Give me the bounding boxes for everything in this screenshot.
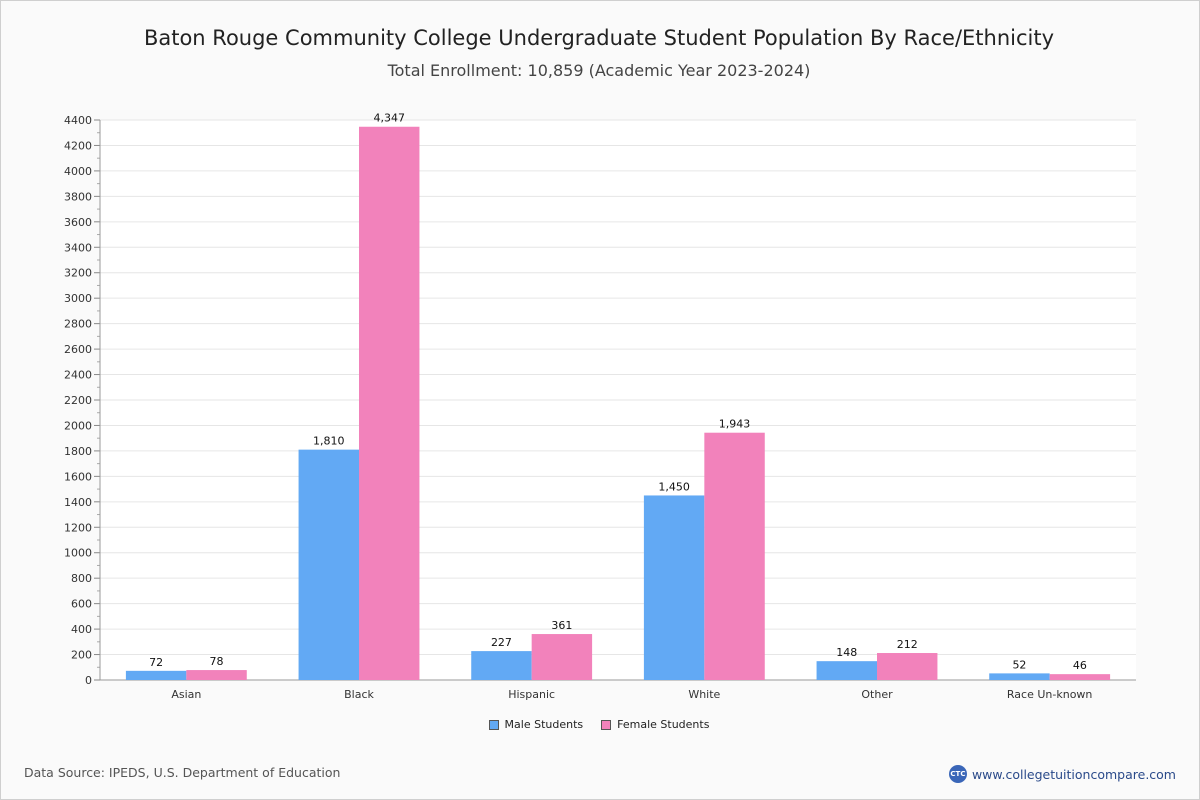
bar-female: [531, 634, 593, 680]
y-tick-label: 1200: [64, 521, 92, 534]
y-tick-label: 3200: [64, 267, 92, 280]
y-tick-label: 0: [85, 674, 92, 687]
y-tick-label: 2600: [64, 343, 92, 356]
data-label-male: 1,810: [313, 435, 345, 448]
y-tick-label: 1400: [64, 496, 92, 509]
data-label-male: 72: [149, 656, 163, 669]
legend: Male Students Female Students: [0, 718, 1198, 731]
y-tick-label: 2800: [64, 318, 92, 331]
x-tick-label: Black: [344, 688, 374, 701]
bar-male: [471, 651, 532, 680]
y-tick-label: 400: [71, 623, 92, 636]
legend-swatch-male: [488, 719, 499, 730]
bar-male: [989, 673, 1050, 680]
y-tick-label: 1800: [64, 445, 92, 458]
data-label-female: 78: [210, 655, 224, 668]
x-tick-label: White: [688, 688, 720, 701]
y-tick-label: 3600: [64, 216, 92, 229]
y-tick-label: 2400: [64, 369, 92, 382]
bar-male: [298, 449, 359, 680]
legend-item-male[interactable]: Male Students: [488, 718, 584, 731]
bar-male: [816, 661, 877, 680]
bar-female: [1049, 674, 1111, 680]
data-label-female: 212: [897, 638, 918, 651]
ctc-logo-icon: CTC: [948, 765, 967, 783]
y-tick-label: 2000: [64, 419, 92, 432]
bar-male: [125, 670, 187, 680]
data-label-male: 227: [491, 636, 512, 649]
y-tick-label: 3000: [64, 292, 92, 305]
brand-url[interactable]: www.collegetuitioncompare.com: [971, 766, 1176, 782]
legend-swatch-female: [601, 719, 612, 730]
y-tick-label: 600: [71, 598, 92, 611]
data-label-female: 1,943: [719, 418, 751, 431]
x-tick-label: Other: [861, 688, 893, 701]
y-tick-label: 2200: [64, 394, 92, 407]
data-label-female: 46: [1073, 659, 1087, 672]
chart-subtitle: Total Enrollment: 10,859 (Academic Year …: [387, 61, 811, 80]
bar-male: [643, 495, 705, 680]
y-tick-label: 200: [71, 649, 92, 662]
data-label-male: 52: [1012, 658, 1026, 671]
bar-female: [877, 653, 938, 680]
y-tick-label: 4400: [64, 114, 92, 127]
bar-female: [186, 670, 247, 680]
x-tick-label: Asian: [171, 688, 201, 701]
y-tick-label: 3400: [64, 241, 92, 254]
data-label-male: 148: [836, 646, 857, 659]
data-label-male: 1,450: [658, 480, 690, 493]
chart-title: Baton Rouge Community College Undergradu…: [143, 26, 1055, 50]
y-tick-label: 4200: [64, 139, 92, 152]
legend-item-female[interactable]: Female Students: [601, 718, 709, 731]
branding[interactable]: CTC www.collegetuitioncompare.com: [948, 765, 1176, 783]
y-tick-label: 800: [71, 572, 92, 585]
y-tick-label: 1600: [64, 470, 92, 483]
data-label-female: 4,347: [373, 112, 405, 125]
legend-label-female: Female Students: [617, 718, 710, 731]
y-tick-label: 4000: [64, 165, 92, 178]
legend-label-male: Male Students: [504, 718, 584, 731]
y-tick-label: 3800: [64, 190, 92, 203]
y-tick-label: 1000: [64, 547, 92, 560]
x-tick-label: Hispanic: [508, 688, 555, 701]
bar-female: [704, 432, 765, 680]
x-tick-label: Race Un-known: [1007, 688, 1093, 701]
data-source: Data Source: IPEDS, U.S. Department of E…: [24, 765, 341, 780]
bar-female: [359, 126, 420, 680]
data-label-female: 361: [551, 619, 572, 632]
